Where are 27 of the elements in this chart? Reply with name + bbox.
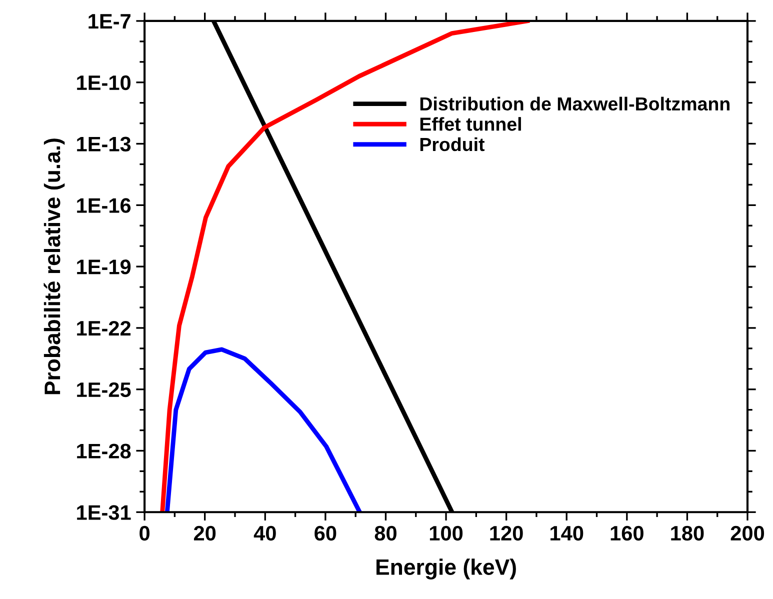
x-tick-label: 180 xyxy=(671,526,704,541)
legend-label: Distribution de Maxwell-Boltzmann xyxy=(420,96,730,111)
y-axis-title: Probabilité relative (u.a.) xyxy=(44,138,65,394)
legend-label: Produit xyxy=(420,137,485,152)
y-tick-label: 1E-19 xyxy=(77,260,131,274)
x-tick-label: 80 xyxy=(374,526,396,541)
y-tick-label: 1E-16 xyxy=(77,198,131,213)
y-tick-label: 1E-13 xyxy=(77,136,131,152)
x-tick-label: 160 xyxy=(610,526,644,541)
x-tick-label: 20 xyxy=(194,526,216,541)
x-axis-title: Energie (keV) xyxy=(376,558,516,580)
x-tick-label: 120 xyxy=(490,526,523,541)
y-tick-label: 1E-10 xyxy=(77,75,131,90)
x-tick-label: 60 xyxy=(314,526,336,541)
y-tick-label: 1E-7 xyxy=(88,14,130,29)
legend-label: Effet tunnel xyxy=(420,117,521,131)
y-tick-label: 1E-31 xyxy=(77,505,131,520)
x-tick-label: 100 xyxy=(430,526,463,541)
line-series xyxy=(160,20,530,512)
x-tick-label: 40 xyxy=(254,526,276,541)
x-tick-label: 140 xyxy=(550,526,584,541)
y-tick-label: 1E-25 xyxy=(77,382,131,398)
line-series xyxy=(164,347,362,512)
x-tick-label: 200 xyxy=(730,526,764,541)
x-tick-label: 0 xyxy=(140,526,150,541)
y-tick-label: 1E-22 xyxy=(77,320,131,336)
y-tick-label: 1E-28 xyxy=(77,444,131,458)
